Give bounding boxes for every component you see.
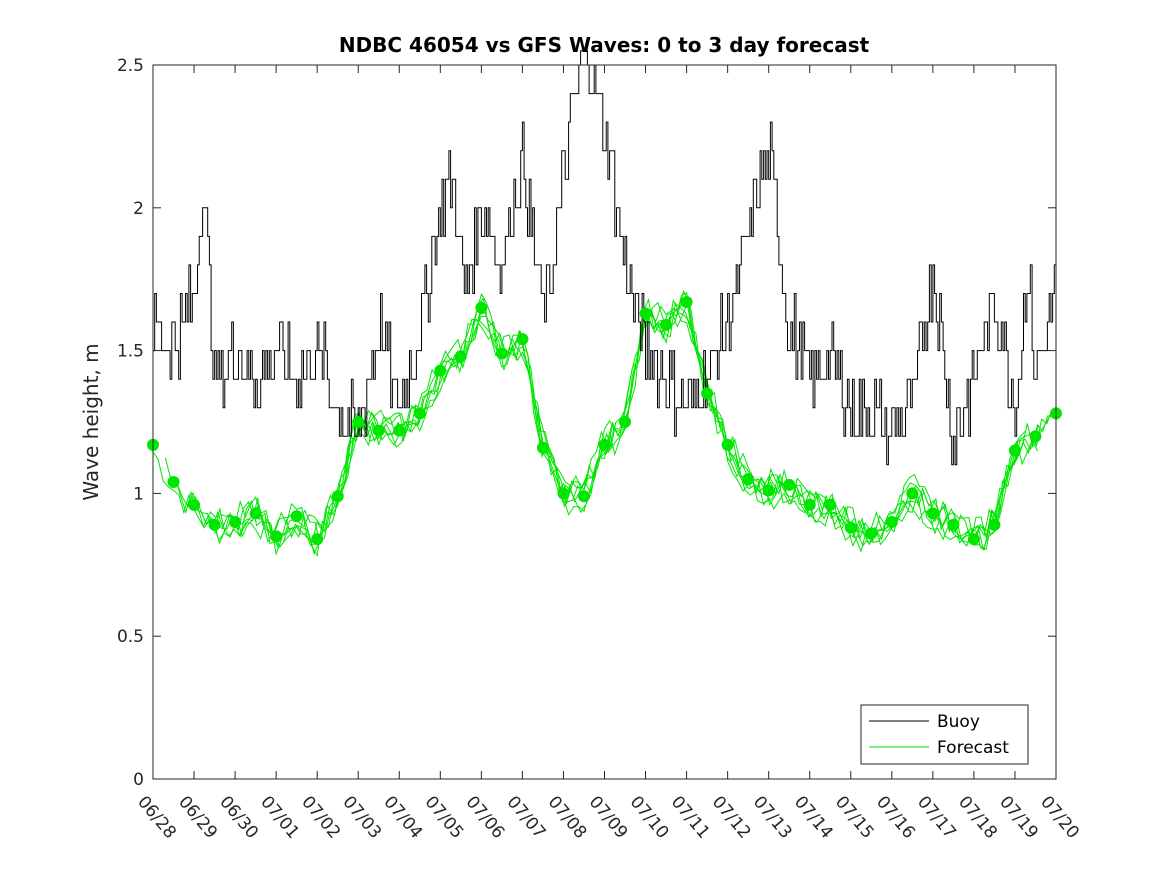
y-axis-label: Wave height, m [79, 343, 103, 500]
forecast-point [249, 507, 262, 520]
forecast-point [1008, 444, 1021, 457]
forecast-point [208, 518, 221, 531]
forecast-point [762, 484, 775, 497]
forecast-point [988, 518, 1001, 531]
forecast-point [536, 441, 549, 454]
forecast-point [660, 318, 673, 331]
buoy-series-line [153, 50, 1057, 466]
forecast-point [188, 498, 201, 511]
forecast-point [516, 333, 529, 346]
forecast-line [202, 296, 1040, 547]
forecast-point [1029, 430, 1042, 443]
legend-label-buoy: Buoy [937, 712, 980, 732]
forecast-point [577, 490, 590, 503]
forecast-point [783, 478, 796, 491]
forecast-point [865, 527, 878, 540]
y-tick-label: 0.5 [117, 627, 144, 647]
forecast-point [413, 407, 426, 420]
forecast-point [619, 416, 632, 428]
forecast-point [290, 510, 303, 523]
forecast-point [331, 490, 344, 503]
legend-label-forecast: Forecast [937, 738, 1009, 758]
forecast-point [844, 521, 857, 534]
y-tick-label: 1 [133, 484, 144, 504]
forecast-point [434, 364, 447, 377]
forecast-point [475, 301, 488, 314]
legend-box [860, 704, 1029, 765]
forecast-point [495, 347, 508, 360]
forecast-point [824, 498, 837, 511]
forecast-point [967, 533, 980, 546]
forecast-point [454, 350, 467, 363]
y-tick-label: 2.5 [117, 56, 144, 76]
forecast-point [393, 424, 406, 437]
y-tick-label: 0 [133, 770, 144, 790]
forecast-line [152, 307, 1057, 557]
forecast-point [229, 515, 242, 528]
forecast-point [721, 438, 734, 451]
forecast-point [167, 475, 180, 488]
forecast-point [742, 473, 755, 486]
forecast-point [598, 438, 611, 451]
forecast-point [803, 498, 816, 511]
forecast-point [270, 530, 283, 543]
chart-title: NDBC 46054 vs GFS Waves: 0 to 3 day fore… [339, 33, 870, 57]
legend: Buoy Forecast [860, 704, 1029, 765]
forecast-point [885, 515, 898, 528]
forecast-point [701, 387, 714, 400]
forecast-point [311, 533, 324, 546]
plot-area [147, 50, 1062, 557]
forecast-point [947, 518, 960, 531]
forecast-point [680, 296, 693, 309]
forecast-point [926, 507, 939, 520]
forecast-point [639, 307, 652, 320]
y-tick-label: 2 [133, 199, 144, 219]
forecast-point [352, 416, 365, 428]
forecast-point [557, 487, 570, 500]
forecast-point [372, 424, 385, 437]
y-tick-label: 1.5 [117, 342, 144, 362]
forecast-point [906, 487, 919, 500]
